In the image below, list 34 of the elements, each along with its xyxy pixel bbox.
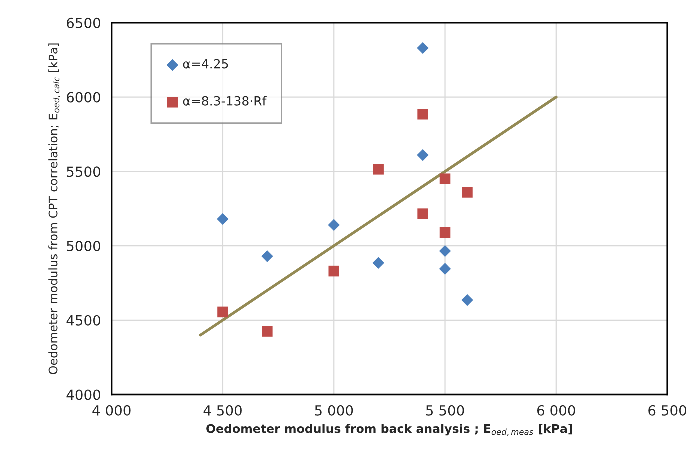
x-tick-label: 6 500 — [648, 405, 687, 416]
legend-label: α=8.3-138·Rf — [183, 96, 267, 106]
y-tick-label: 5000 — [67, 240, 100, 252]
point — [262, 250, 274, 262]
x-tick-label: 4 500 — [204, 405, 242, 416]
point — [218, 306, 228, 318]
point — [417, 149, 429, 162]
point — [328, 219, 340, 232]
y-tick-label: 4000 — [66, 390, 100, 400]
y-tick-label: 6500 — [67, 18, 100, 28]
x-tick-label: 4 000 — [92, 405, 131, 416]
point — [439, 263, 452, 275]
point — [417, 42, 429, 54]
x-tick-label: 6 000 — [537, 405, 576, 416]
point — [262, 326, 273, 337]
y-tick-label: 4500 — [66, 315, 100, 326]
point — [462, 294, 474, 306]
point — [439, 245, 452, 258]
point — [418, 109, 428, 120]
point — [440, 174, 451, 184]
y-tick-label: 6000 — [67, 92, 100, 103]
x-tick-label: 5 000 — [315, 405, 354, 416]
point — [372, 257, 384, 270]
y-axis-title: Oedometer modulus from CPT correlation; E$_{oed,calc}$ [kPa] — [48, 44, 60, 374]
legend-label: α=4.25 — [183, 59, 228, 69]
x-axis-title: Oedometer modulus from back analysis ; E$_{oed,meas}$ [kPa] — [206, 424, 572, 436]
point — [373, 164, 384, 175]
point — [418, 208, 428, 220]
x-tick-label: 5 500 — [426, 405, 464, 416]
point — [328, 266, 340, 277]
point — [217, 213, 229, 226]
y-tick-label: 5500 — [67, 166, 100, 178]
point — [462, 187, 473, 198]
point — [440, 227, 451, 238]
